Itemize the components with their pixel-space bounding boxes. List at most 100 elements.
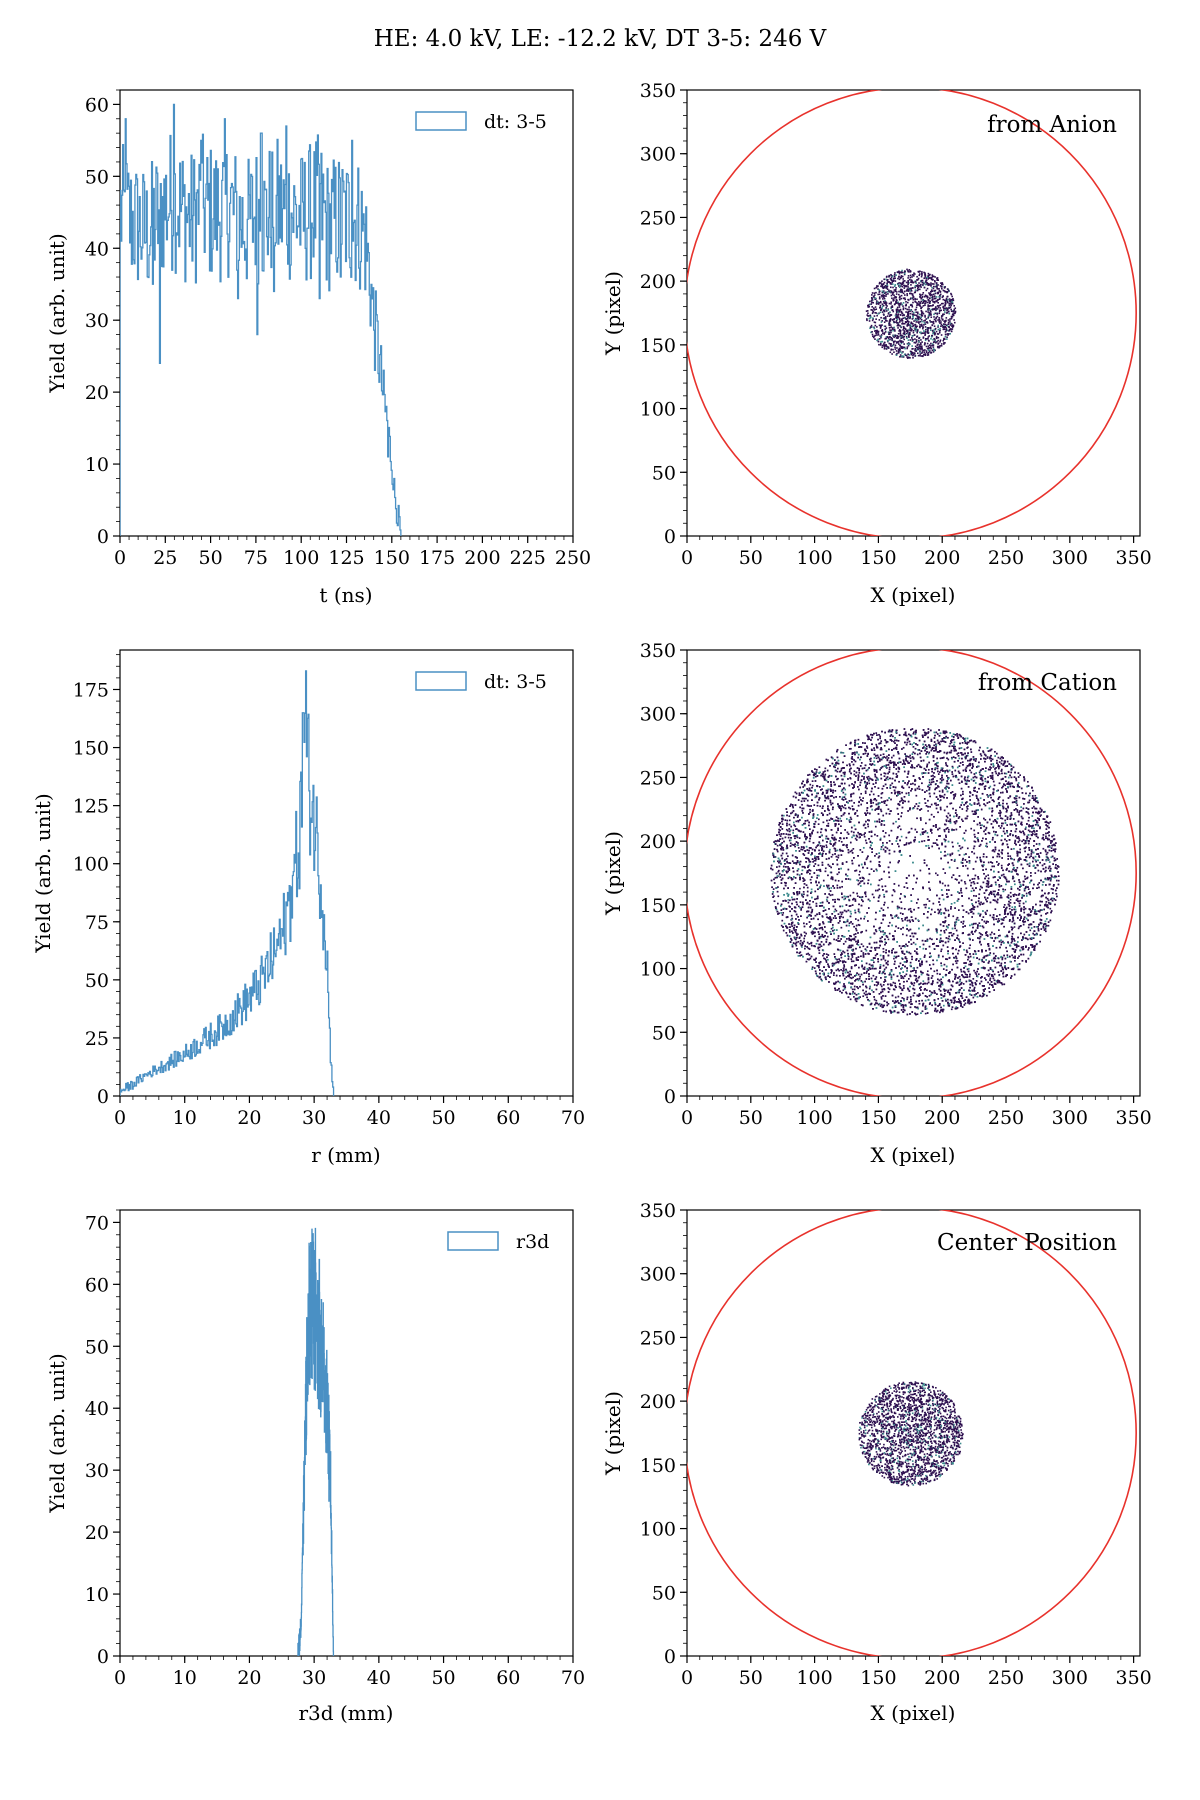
scatter-point (905, 285, 908, 287)
scatter-point (943, 324, 945, 326)
scatter-point (909, 289, 912, 292)
scatter-point (913, 352, 916, 355)
anion-image-xlabel: X (pixel) (871, 583, 956, 607)
scatter-point (890, 277, 893, 279)
y-tick-label: 150 (640, 335, 676, 357)
scatter-point (930, 338, 932, 340)
scatter-point (939, 285, 942, 287)
scatter-point (939, 297, 941, 300)
scatter-point (931, 321, 933, 323)
scatter-point (930, 321, 932, 323)
scatter-point (938, 317, 940, 319)
scatter-point (893, 294, 895, 297)
x-tick-label: 50 (739, 547, 763, 569)
scatter-point (930, 308, 933, 311)
scatter-point (911, 351, 914, 354)
scatter-point (902, 292, 905, 295)
scatter-point (930, 336, 933, 338)
scatter-point (908, 329, 911, 331)
scatter-point (842, 989, 845, 992)
scatter-point (901, 347, 904, 350)
scatter-point (888, 302, 891, 305)
scatter-point (888, 322, 891, 325)
scatter-point (899, 324, 901, 327)
scatter-point (924, 272, 926, 274)
scatter-point (911, 328, 913, 331)
scatter-point (883, 318, 886, 320)
scatter-point (924, 314, 926, 317)
scatter-point (898, 347, 901, 350)
scatter-point (909, 316, 912, 319)
scatter-point (927, 810, 929, 812)
scatter-point (884, 316, 887, 318)
scatter-point (928, 349, 930, 352)
scatter-point (878, 324, 881, 327)
scatter-point (928, 301, 931, 304)
scatter-point (921, 293, 924, 296)
scatter-point (949, 324, 952, 326)
scatter-point (934, 280, 936, 283)
scatter-point (845, 992, 848, 995)
scatter-point (938, 318, 941, 321)
scatter-point (906, 311, 909, 314)
scatter-point (880, 285, 882, 288)
scatter-point (920, 297, 923, 300)
scatter-point (923, 343, 926, 346)
scatter-point (933, 285, 935, 288)
scatter-point (909, 326, 912, 329)
scatter-point (953, 308, 956, 311)
scatter-point (893, 297, 895, 299)
scatter-point (888, 342, 891, 345)
scatter-point (909, 332, 911, 334)
scatter-point (881, 305, 884, 307)
time-histogram-legend: dt: 3-5 (415, 111, 547, 133)
scatter-point (929, 345, 932, 347)
scatter-point (876, 285, 878, 287)
scatter-point (902, 327, 905, 330)
scatter-point (942, 328, 945, 331)
y-tick-label: 50 (652, 462, 676, 484)
scatter-point (924, 349, 926, 351)
scatter-point (889, 324, 892, 326)
scatter-point (919, 288, 921, 291)
scatter-point (917, 302, 919, 305)
scatter-point (894, 290, 897, 293)
scatter-point (931, 298, 934, 301)
scatter-point (946, 308, 949, 310)
scatter-point (894, 289, 897, 291)
scatter-point (906, 294, 909, 297)
scatter-point (787, 899, 790, 901)
scatter-point (927, 354, 930, 356)
scatter-point (968, 999, 971, 1002)
scatter-point (887, 938, 890, 941)
scatter-point (907, 332, 910, 335)
scatter-point (922, 299, 924, 301)
scatter-point (915, 326, 917, 329)
scatter-point (944, 335, 947, 338)
scatter-point (924, 334, 926, 337)
scatter-point (885, 344, 887, 346)
scatter-point (923, 277, 926, 280)
scatter-point (907, 314, 910, 317)
scatter-point (891, 309, 893, 311)
scatter-point (930, 296, 933, 299)
scatter-point (896, 302, 899, 304)
scatter-point (907, 275, 910, 277)
scatter-point (868, 303, 871, 306)
scatter-point (889, 329, 891, 331)
scatter-point (914, 300, 916, 303)
scatter-point (873, 309, 876, 311)
scatter-point (907, 334, 910, 337)
scatter-point (928, 305, 930, 308)
x-tick-label: 75 (244, 547, 268, 569)
scatter-point (888, 289, 890, 292)
scatter-point (912, 356, 914, 359)
scatter-point (881, 324, 883, 326)
scatter-point (940, 321, 942, 323)
scatter-point (930, 285, 932, 287)
scatter-point (938, 294, 941, 297)
scatter-point (927, 337, 929, 340)
scatter-point (912, 296, 915, 298)
scatter-point (885, 295, 887, 297)
scatter-point (893, 275, 896, 278)
